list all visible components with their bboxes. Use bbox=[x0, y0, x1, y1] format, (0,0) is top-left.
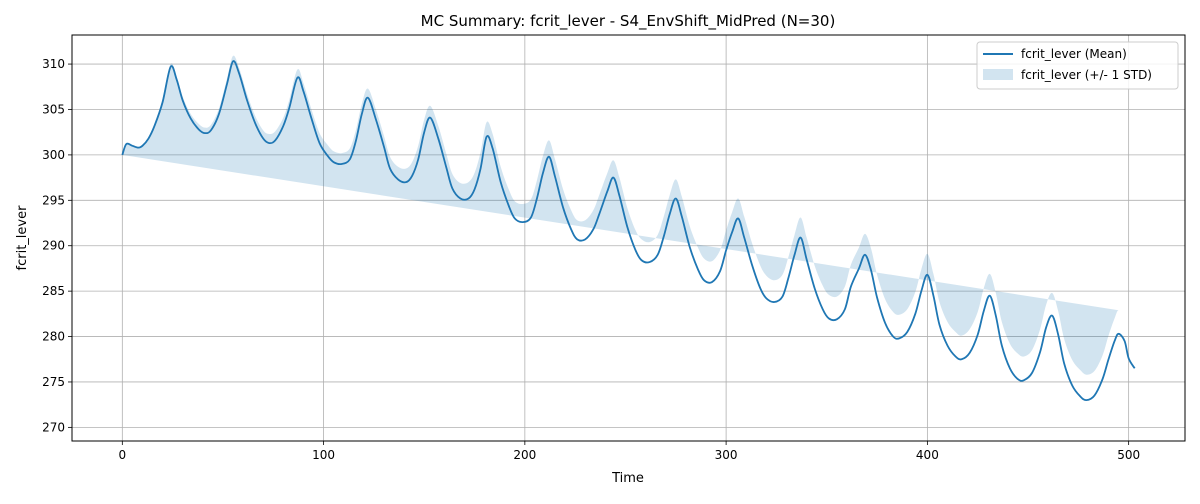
plot-frame bbox=[71, 34, 1186, 442]
legend-band-swatch bbox=[983, 69, 1013, 80]
x-tick-label: 300 bbox=[715, 448, 738, 462]
x-tick-label: 200 bbox=[513, 448, 536, 462]
y-tick-label: 295 bbox=[42, 193, 65, 207]
x-axis-label: Time bbox=[611, 471, 644, 486]
y-axis-label: fcrit_lever bbox=[15, 205, 30, 271]
legend-label-std: fcrit_lever (+/- 1 STD) bbox=[1021, 68, 1152, 82]
mean-line bbox=[121, 60, 1136, 402]
y-tick-label: 305 bbox=[42, 102, 65, 116]
tick-layer: 0 100 200 300 400 500 270 275 280 285 290 295 300 305… bbox=[42, 57, 1140, 462]
y-tick-label: 300 bbox=[42, 148, 65, 162]
chart-title: MC Summary: fcrit_lever - S4_EnvShift_Mi… bbox=[421, 12, 836, 31]
y-tick-label: 290 bbox=[42, 239, 65, 253]
legend: fcrit_lever (Mean) fcrit_lever (+/- 1 ST… bbox=[976, 41, 1179, 90]
y-tick-label: 285 bbox=[42, 284, 65, 298]
y-tick-label: 310 bbox=[42, 57, 65, 71]
y-tick-label: 270 bbox=[42, 420, 65, 434]
x-tick-label: 0 bbox=[118, 448, 126, 462]
legend-box bbox=[976, 41, 1179, 90]
x-tick-label: 400 bbox=[916, 448, 939, 462]
legend-label-mean: fcrit_lever (Mean) bbox=[1021, 47, 1127, 61]
y-tick-label: 280 bbox=[42, 330, 65, 344]
std-band bbox=[122, 55, 1119, 375]
x-tick-label: 500 bbox=[1117, 448, 1140, 462]
y-tick-label: 275 bbox=[42, 375, 65, 389]
mean-line-layer bbox=[121, 60, 1136, 402]
std-band-layer bbox=[122, 55, 1119, 375]
x-tick-label: 100 bbox=[312, 448, 335, 462]
grid-layer bbox=[72, 35, 1185, 441]
